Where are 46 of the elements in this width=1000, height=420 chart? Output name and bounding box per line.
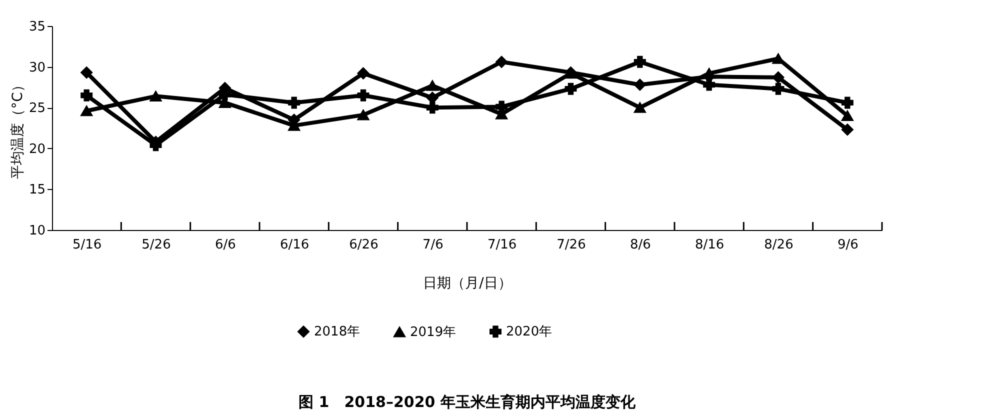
text: 图 1 2018–2020 年玉米生育期内平均温度变化 — [298, 393, 636, 411]
point — [357, 67, 370, 80]
point — [80, 106, 93, 116]
point — [634, 78, 646, 91]
legend-label: 2020年 — [506, 324, 552, 340]
x-tick-label: 7/26 — [556, 238, 586, 252]
point — [703, 78, 716, 91]
point — [772, 71, 784, 84]
point — [426, 102, 438, 114]
point — [634, 56, 646, 68]
point — [357, 110, 370, 120]
legend-label: 2018年 — [314, 324, 360, 340]
y-tick-label: 35 — [28, 20, 46, 34]
point — [841, 124, 854, 136]
point — [496, 100, 508, 113]
x-tick-label: 6/6 — [214, 238, 236, 252]
x-tick-label: 9/6 — [837, 238, 858, 252]
x-tick-label: 8/26 — [764, 238, 794, 252]
point — [496, 56, 508, 68]
point — [634, 102, 646, 113]
x-tick-label: 8/16 — [694, 238, 724, 252]
point — [426, 80, 438, 91]
point — [772, 82, 784, 95]
x-tick-label: 5/16 — [72, 238, 102, 252]
point — [841, 96, 854, 109]
point — [288, 96, 300, 109]
x-tick-label: 6/16 — [280, 238, 310, 252]
x-tick-label: 7/16 — [487, 238, 517, 252]
x-tick-label: 8/6 — [630, 238, 651, 252]
y-axis-title: 平均温度（°C） — [10, 78, 26, 179]
legend-label: 2019年 — [410, 324, 456, 340]
point — [80, 66, 93, 79]
point — [841, 110, 854, 122]
point — [80, 89, 93, 102]
x-tick-label: 6/26 — [349, 238, 378, 252]
x-tick-label: 5/26 — [142, 238, 171, 252]
x-axis-title: 日期（月/日） — [423, 276, 512, 292]
y-tick-label: 10 — [28, 224, 46, 238]
x-tick-label: 7/6 — [422, 238, 444, 252]
y-tick-label: 15 — [28, 182, 46, 198]
y-tick-label: 25 — [28, 101, 46, 116]
y-tick-label: 30 — [28, 60, 46, 76]
y-tick-label: 20 — [28, 142, 46, 157]
point — [357, 89, 370, 102]
point — [150, 90, 162, 102]
point — [564, 82, 577, 95]
